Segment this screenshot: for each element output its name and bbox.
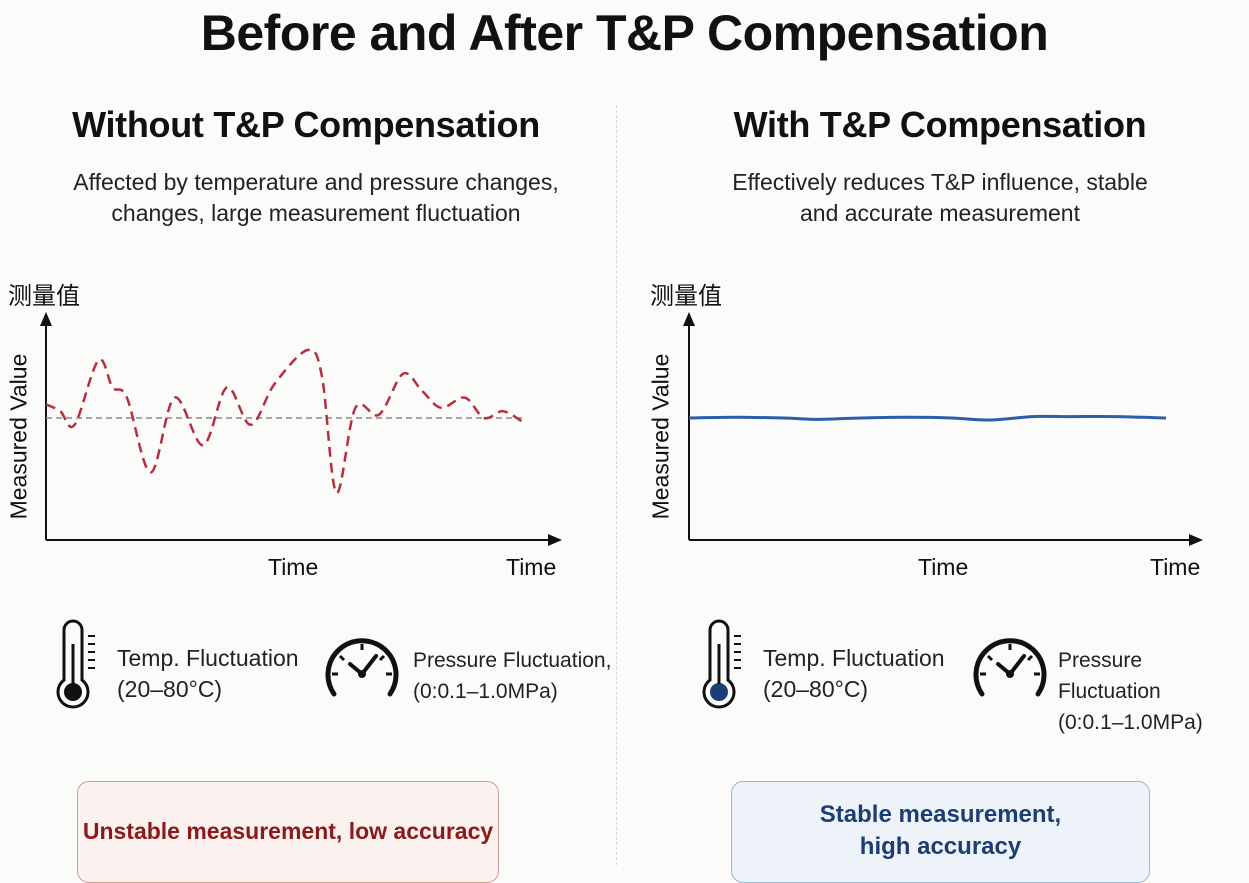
left-unstable-series-line — [45, 348, 523, 495]
thermometer-icon — [56, 619, 95, 709]
left-x-axis-arrow — [548, 534, 562, 546]
right-result-text: Stable measurement, high accuracy — [732, 799, 1149, 863]
left-result-text: Unstable measurement, low accuracy — [82, 818, 494, 844]
right-result-line-2: high accuracy — [859, 833, 1022, 860]
right-pressure-range: (0:0.1–1.0MPa) — [1058, 711, 1203, 734]
left-description-line-1: Affected by temperature and pressure cha… — [73, 169, 559, 195]
right-pressure-title: Pressure Fluctuation — [1058, 649, 1161, 703]
left-panel-description: Affected by temperature and pressure cha… — [16, 167, 616, 229]
right-temp-label: Temp. Fluctuation (20–80°C) — [763, 643, 945, 705]
left-pressure-range: (0:0.1–1.0MPa) — [413, 680, 558, 703]
left-y-axis-label: Measured Value — [5, 353, 32, 520]
right-y-axis-arrow — [683, 312, 695, 326]
panel-divider — [616, 105, 617, 865]
right-cjk-axis-label: 测量值 — [650, 282, 722, 310]
left-temp-title: Temp. Fluctuation — [117, 645, 299, 671]
thermometer-icon — [702, 619, 741, 709]
right-y-axis-label: Measured Value — [647, 353, 674, 520]
left-cjk-axis-label: 测量值 — [8, 282, 80, 310]
page-title: Before and After T&P Compensation — [200, 5, 1049, 61]
right-result-line-1: Stable measurement, — [819, 801, 1062, 828]
left-pressure-title: Pressure Fluctuation, — [413, 649, 612, 672]
left-y-axis-arrow — [40, 312, 52, 326]
right-x-axis-label-time: Time — [918, 554, 969, 580]
left-x-axis-end-label: Time — [506, 554, 557, 580]
left-result-box: Unstable measurement, low accuracy — [77, 781, 499, 883]
left-temp-range: (20–80°C) — [117, 676, 223, 702]
right-line-chart — [683, 312, 1203, 546]
right-pressure-label: Pressure Fluctuation (0:0.1–1.0MPa) — [1058, 645, 1249, 738]
right-x-axis-end-label: Time — [1150, 554, 1201, 580]
right-temp-range: (20–80°C) — [763, 676, 869, 702]
right-result-box: Stable measurement, high accuracy — [731, 781, 1150, 883]
left-description-line-2: changes, large measurement fluctuation — [111, 200, 521, 226]
left-pressure-label: Pressure Fluctuation, (0:0.1–1.0MPa) — [413, 645, 611, 707]
right-panel-description: Effectively reduces T&P influence, stabl… — [640, 167, 1240, 229]
right-temp-title: Temp. Fluctuation — [763, 645, 945, 671]
left-temp-label: Temp. Fluctuation (20–80°C) — [117, 643, 299, 705]
right-description-line-1: Effectively reduces T&P influence, stabl… — [732, 169, 1148, 195]
left-x-axis-label-time: Time — [268, 554, 319, 580]
right-x-axis-arrow — [1189, 534, 1203, 546]
pressure-gauge-icon — [973, 638, 1047, 697]
right-stable-series-line — [688, 414, 1167, 422]
left-panel-title: Without T&P Compensation — [72, 104, 540, 145]
right-description-line-2: and accurate measurement — [800, 200, 1080, 226]
pressure-gauge-icon — [325, 638, 399, 697]
right-panel-title: With T&P Compensation — [733, 104, 1147, 145]
left-line-chart — [40, 312, 562, 546]
